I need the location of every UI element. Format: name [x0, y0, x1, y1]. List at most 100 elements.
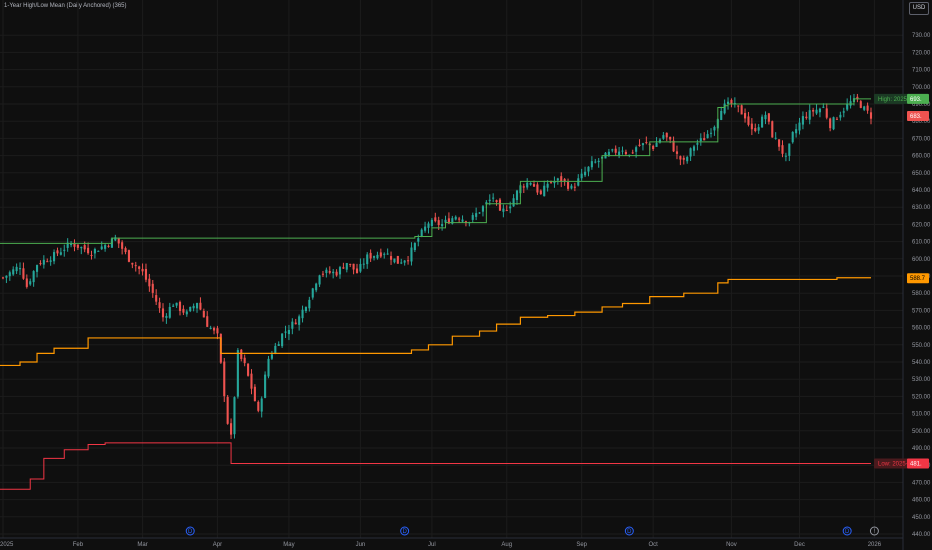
y-tick-label: 490.00: [912, 446, 931, 452]
mean-line: [0, 277, 871, 367]
candle-body: [570, 185, 573, 189]
candle-body: [247, 363, 250, 376]
low-price-badge-bg: [907, 458, 929, 469]
candle-body: [8, 272, 11, 277]
y-tick-label: 710.00: [912, 68, 931, 74]
candle-body: [141, 268, 144, 272]
candle-body: [304, 307, 308, 312]
candle-body: [757, 127, 760, 131]
candle-body: [587, 166, 590, 172]
candle-body: [437, 220, 440, 226]
candle-body: [407, 260, 410, 262]
candle-body: [134, 265, 137, 267]
candle-body: [737, 105, 740, 107]
candle-body: [856, 96, 859, 100]
candle-body: [315, 283, 318, 291]
dividend-marker-icon[interactable]: D: [185, 526, 195, 536]
candle-body: [253, 386, 256, 402]
candle-body: [206, 316, 209, 327]
candle-body: [740, 105, 743, 115]
candle-body: [124, 248, 127, 253]
candle-body: [784, 155, 787, 157]
candle-body: [56, 250, 59, 254]
candle-body: [138, 266, 141, 269]
candle-body: [226, 396, 229, 424]
candle-body: [675, 151, 679, 154]
x-tick-label: Sep: [576, 542, 587, 548]
marker-label: D: [188, 529, 193, 535]
y-tick-label: 510.00: [912, 412, 931, 418]
candle-body: [447, 218, 450, 224]
candle-body: [42, 259, 45, 265]
candle-body: [148, 278, 151, 287]
x-tick-label: May: [283, 542, 294, 548]
candle-layer: [1, 93, 873, 439]
currency-label[interactable]: USD: [909, 2, 929, 15]
candle-body: [832, 117, 835, 130]
candle-body: [35, 265, 39, 272]
candle-body: [301, 309, 304, 319]
y-tick-label: 440.00: [912, 532, 931, 538]
candle-body: [212, 327, 216, 331]
earnings-marker-icon[interactable]: !: [869, 526, 879, 536]
y-tick-label: 620.00: [912, 222, 931, 228]
candle-body: [386, 253, 389, 255]
marker-ring: [869, 526, 879, 536]
candle-body: [66, 242, 69, 248]
current-price-badge: 683.: [910, 114, 922, 120]
candle-body: [607, 151, 610, 156]
grid-layer: [0, 0, 904, 550]
candle-body: [107, 245, 110, 247]
candle-body: [294, 322, 297, 325]
event-markers[interactable]: D D D D!: [185, 526, 879, 536]
candle-body: [458, 218, 461, 220]
candle-body: [338, 267, 342, 275]
level-lines-layer: [0, 98, 871, 490]
candle-body: [383, 253, 386, 255]
candle-body: [505, 210, 508, 212]
candle-body: [270, 354, 273, 359]
candle-body: [611, 149, 614, 151]
candle-body: [233, 397, 236, 435]
candle-body: [127, 250, 131, 262]
y-tick-label: 450.00: [912, 515, 931, 521]
candle-body: [658, 139, 662, 143]
candle-body: [669, 136, 672, 140]
y-tick-label: 730.00: [912, 33, 931, 39]
candle-body: [614, 148, 617, 153]
x-tick-label: Aug: [501, 542, 512, 548]
candle-body: [805, 116, 808, 119]
high-line: [0, 98, 871, 244]
y-tick-label: 640.00: [912, 188, 931, 194]
candle-body: [389, 256, 393, 260]
mean-price-badge: 588.7: [910, 276, 926, 282]
dividend-marker-icon[interactable]: D: [842, 526, 852, 536]
candle-body: [379, 252, 382, 257]
candle-body: [774, 137, 777, 139]
candle-body: [566, 182, 570, 189]
candle-body: [172, 305, 175, 307]
y-tick-label: 570.00: [912, 308, 931, 314]
time-axis[interactable]: 2025 Feb Mar Apr May Jun Jul Aug Sep Oct Nov Dec 202…: [0, 542, 882, 548]
candle-body: [328, 271, 331, 273]
candle-body: [29, 281, 32, 285]
dividend-marker-icon[interactable]: D: [624, 526, 634, 536]
candle-body: [185, 311, 188, 315]
high-label-bg: [874, 93, 910, 104]
candle-body: [182, 308, 185, 313]
candle-body: [461, 219, 464, 222]
mean-price-badge-bg: [907, 273, 929, 284]
candle-body: [703, 138, 706, 141]
candle-body: [747, 116, 750, 125]
dividend-marker-icon[interactable]: D: [400, 526, 410, 536]
candle-body: [495, 200, 498, 203]
candle-body: [158, 302, 161, 309]
candle-body: [240, 349, 243, 360]
candle-body: [413, 242, 416, 251]
candle-body: [839, 114, 842, 118]
indicator-title: 1-Year High/Low Mean (Daily Anchored) (3…: [4, 3, 127, 9]
candle-body: [478, 212, 481, 214]
candle-body: [325, 269, 328, 274]
